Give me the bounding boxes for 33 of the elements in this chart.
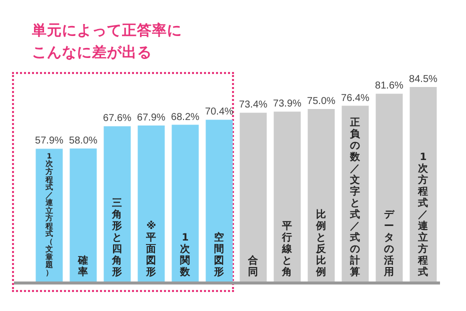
data-label: 73.9% xyxy=(273,98,302,110)
x-tick-label: 合同 xyxy=(247,254,260,278)
data-label: 57.9% xyxy=(35,136,64,147)
x-tick-label: ※平面図形 xyxy=(145,220,156,278)
bar xyxy=(308,109,335,283)
category-label: 正負の数／文字と式／式の計算 xyxy=(350,118,360,278)
category-label: 1次方程式／連立方程式 xyxy=(418,152,428,278)
bar xyxy=(206,120,233,283)
bar xyxy=(172,124,199,283)
x-tick-label: 三角形と四角形 xyxy=(111,198,122,278)
x-tick-label: 空間図形 xyxy=(213,232,224,278)
bar xyxy=(274,112,301,283)
data-label: 67.6% xyxy=(103,113,132,124)
bar xyxy=(240,112,267,283)
bar xyxy=(70,148,97,283)
x-tick-label: 1次関数 xyxy=(179,232,192,278)
data-label: 76.4% xyxy=(341,92,370,104)
bar xyxy=(376,94,403,283)
data-label: 73.4% xyxy=(239,100,268,111)
data-label: 75.0% xyxy=(307,96,336,108)
data-label: 81.6% xyxy=(375,80,404,92)
x-tick-label: 平行線と角 xyxy=(281,221,294,278)
data-label: 67.9% xyxy=(137,112,166,124)
bar xyxy=(138,126,165,283)
data-label: 68.2% xyxy=(171,112,200,123)
x-tick-label: データの活用 xyxy=(383,210,396,278)
data-label: 58.0% xyxy=(69,135,98,146)
x-tick-label: 確率 xyxy=(77,254,88,278)
data-label: 70.4% xyxy=(205,106,234,118)
bar xyxy=(104,126,131,283)
x-tick-label: 比例と反比例 xyxy=(315,208,328,278)
chart-title: 単元によって正答率にこんなに差が出る xyxy=(32,21,182,63)
data-label: 84.5% xyxy=(409,74,438,85)
